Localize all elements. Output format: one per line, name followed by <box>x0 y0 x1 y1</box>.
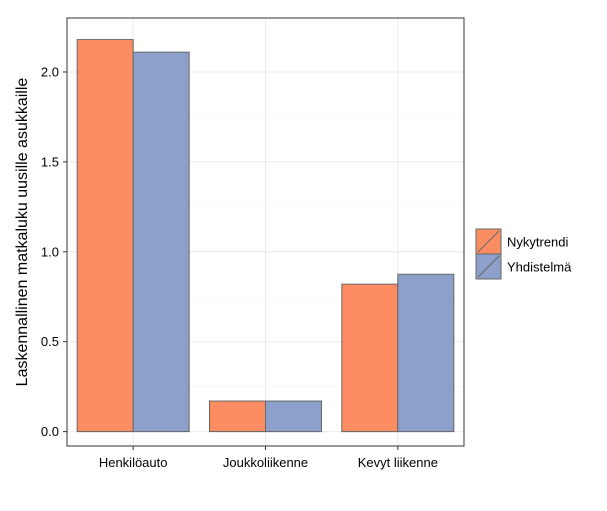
legend-swatch-slash <box>477 230 500 253</box>
y-tick-label: 2.0 <box>41 64 59 79</box>
legend-label: Yhdistelmä <box>507 260 572 275</box>
x-tick-label: Henkilöauto <box>99 455 168 470</box>
y-tick-label: 1.0 <box>41 244 59 259</box>
y-axis-title: Laskennallinen matkaluku uusille asukkai… <box>14 78 31 387</box>
y-tick-label: 0.5 <box>41 334 59 349</box>
legend: Nykytrendi Yhdistelmä <box>475 228 572 280</box>
x-tick-label: Joukkoliikenne <box>223 455 308 470</box>
legend-swatch-slash <box>477 255 500 278</box>
axes: 0.0 0.5 1.0 1.5 2.0 Henkilöauto Joukkoliikenne… <box>41 64 438 470</box>
legend-label: Nykytrendi <box>507 235 569 250</box>
bar <box>132 51 190 433</box>
bars <box>76 39 455 433</box>
y-tick-label: 0.0 <box>41 424 59 439</box>
bar <box>265 400 322 433</box>
y-tick-label: 1.5 <box>41 154 59 169</box>
bar <box>397 273 455 433</box>
bar <box>209 400 266 433</box>
x-tick-label: Kevyt liikenne <box>358 455 438 470</box>
bar <box>76 39 134 433</box>
bar <box>341 283 399 433</box>
